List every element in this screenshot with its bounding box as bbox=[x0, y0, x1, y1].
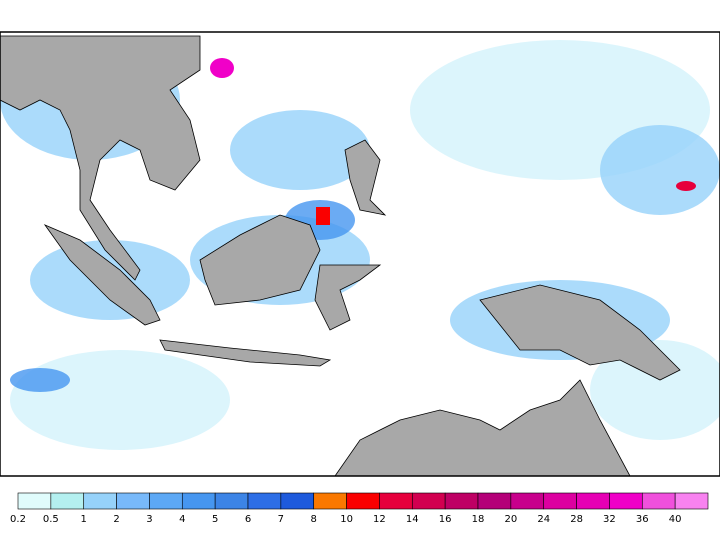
colorbar-tick-label: 32 bbox=[603, 514, 616, 525]
colorbar-swatch bbox=[181, 492, 216, 510]
colorbar-swatch bbox=[674, 492, 709, 510]
colorbar-tick-label: 12 bbox=[373, 514, 386, 525]
colorbar-tick-label: 5 bbox=[212, 514, 218, 525]
colorbar-tick-label: 18 bbox=[472, 514, 485, 525]
colorbar-swatch bbox=[280, 492, 315, 510]
colorbar-swatch bbox=[116, 492, 150, 510]
map bbox=[0, 31, 720, 477]
colorbar-swatch bbox=[510, 492, 545, 510]
colorbar-tick-label: 20 bbox=[504, 514, 517, 525]
colorbar-tick-label: 1 bbox=[81, 514, 87, 525]
colorbar-swatch bbox=[346, 492, 380, 510]
colorbar-tick-label: 16 bbox=[439, 514, 452, 525]
colorbar-tick-label: 14 bbox=[406, 514, 419, 525]
colorbar-swatch bbox=[379, 492, 413, 510]
colorbar-swatch bbox=[83, 492, 117, 510]
colorbar-tick-label: 36 bbox=[636, 514, 649, 525]
colorbar-swatch bbox=[411, 492, 446, 510]
colorbar-tick-label: 40 bbox=[669, 514, 682, 525]
colorbar-swatch bbox=[543, 492, 577, 510]
colorbar-tick-label: 3 bbox=[146, 514, 152, 525]
colorbar-tick-label: 28 bbox=[570, 514, 583, 525]
colorbar-swatch bbox=[149, 492, 183, 510]
colorbar-tick-label: 6 bbox=[245, 514, 251, 525]
colorbar-tick-label: 0.2 bbox=[10, 514, 26, 525]
map-frame bbox=[0, 31, 720, 477]
colorbar-tick-label: 10 bbox=[340, 514, 353, 525]
colorbar-tick-label: 24 bbox=[537, 514, 550, 525]
colorbar-swatch bbox=[313, 492, 347, 510]
colorbar-swatch bbox=[17, 492, 52, 510]
colorbar: 0.2 0.5 1 2 3 4 5 6 7 8 10 12 14 16 18 20 24 28 32 36 40 bbox=[10, 492, 709, 525]
colorbar-swatch bbox=[50, 492, 85, 510]
colorbar-swatch bbox=[477, 492, 512, 510]
colorbar-swatch bbox=[444, 492, 479, 510]
colorbar-swatch bbox=[641, 492, 676, 510]
colorbar-tick-label: 7 bbox=[278, 514, 284, 525]
colorbar-swatch bbox=[576, 492, 610, 510]
colorbar-tick-label: 2 bbox=[113, 514, 119, 525]
colorbar-swatch bbox=[609, 492, 643, 510]
colorbar-swatch bbox=[247, 492, 282, 510]
land bbox=[0, 35, 681, 477]
colorbar-tick-label: 8 bbox=[311, 514, 317, 525]
colorbar-tick-label: 0.5 bbox=[43, 514, 59, 525]
colorbar-swatch bbox=[214, 492, 249, 510]
colorbar-tick-label: 4 bbox=[179, 514, 185, 525]
